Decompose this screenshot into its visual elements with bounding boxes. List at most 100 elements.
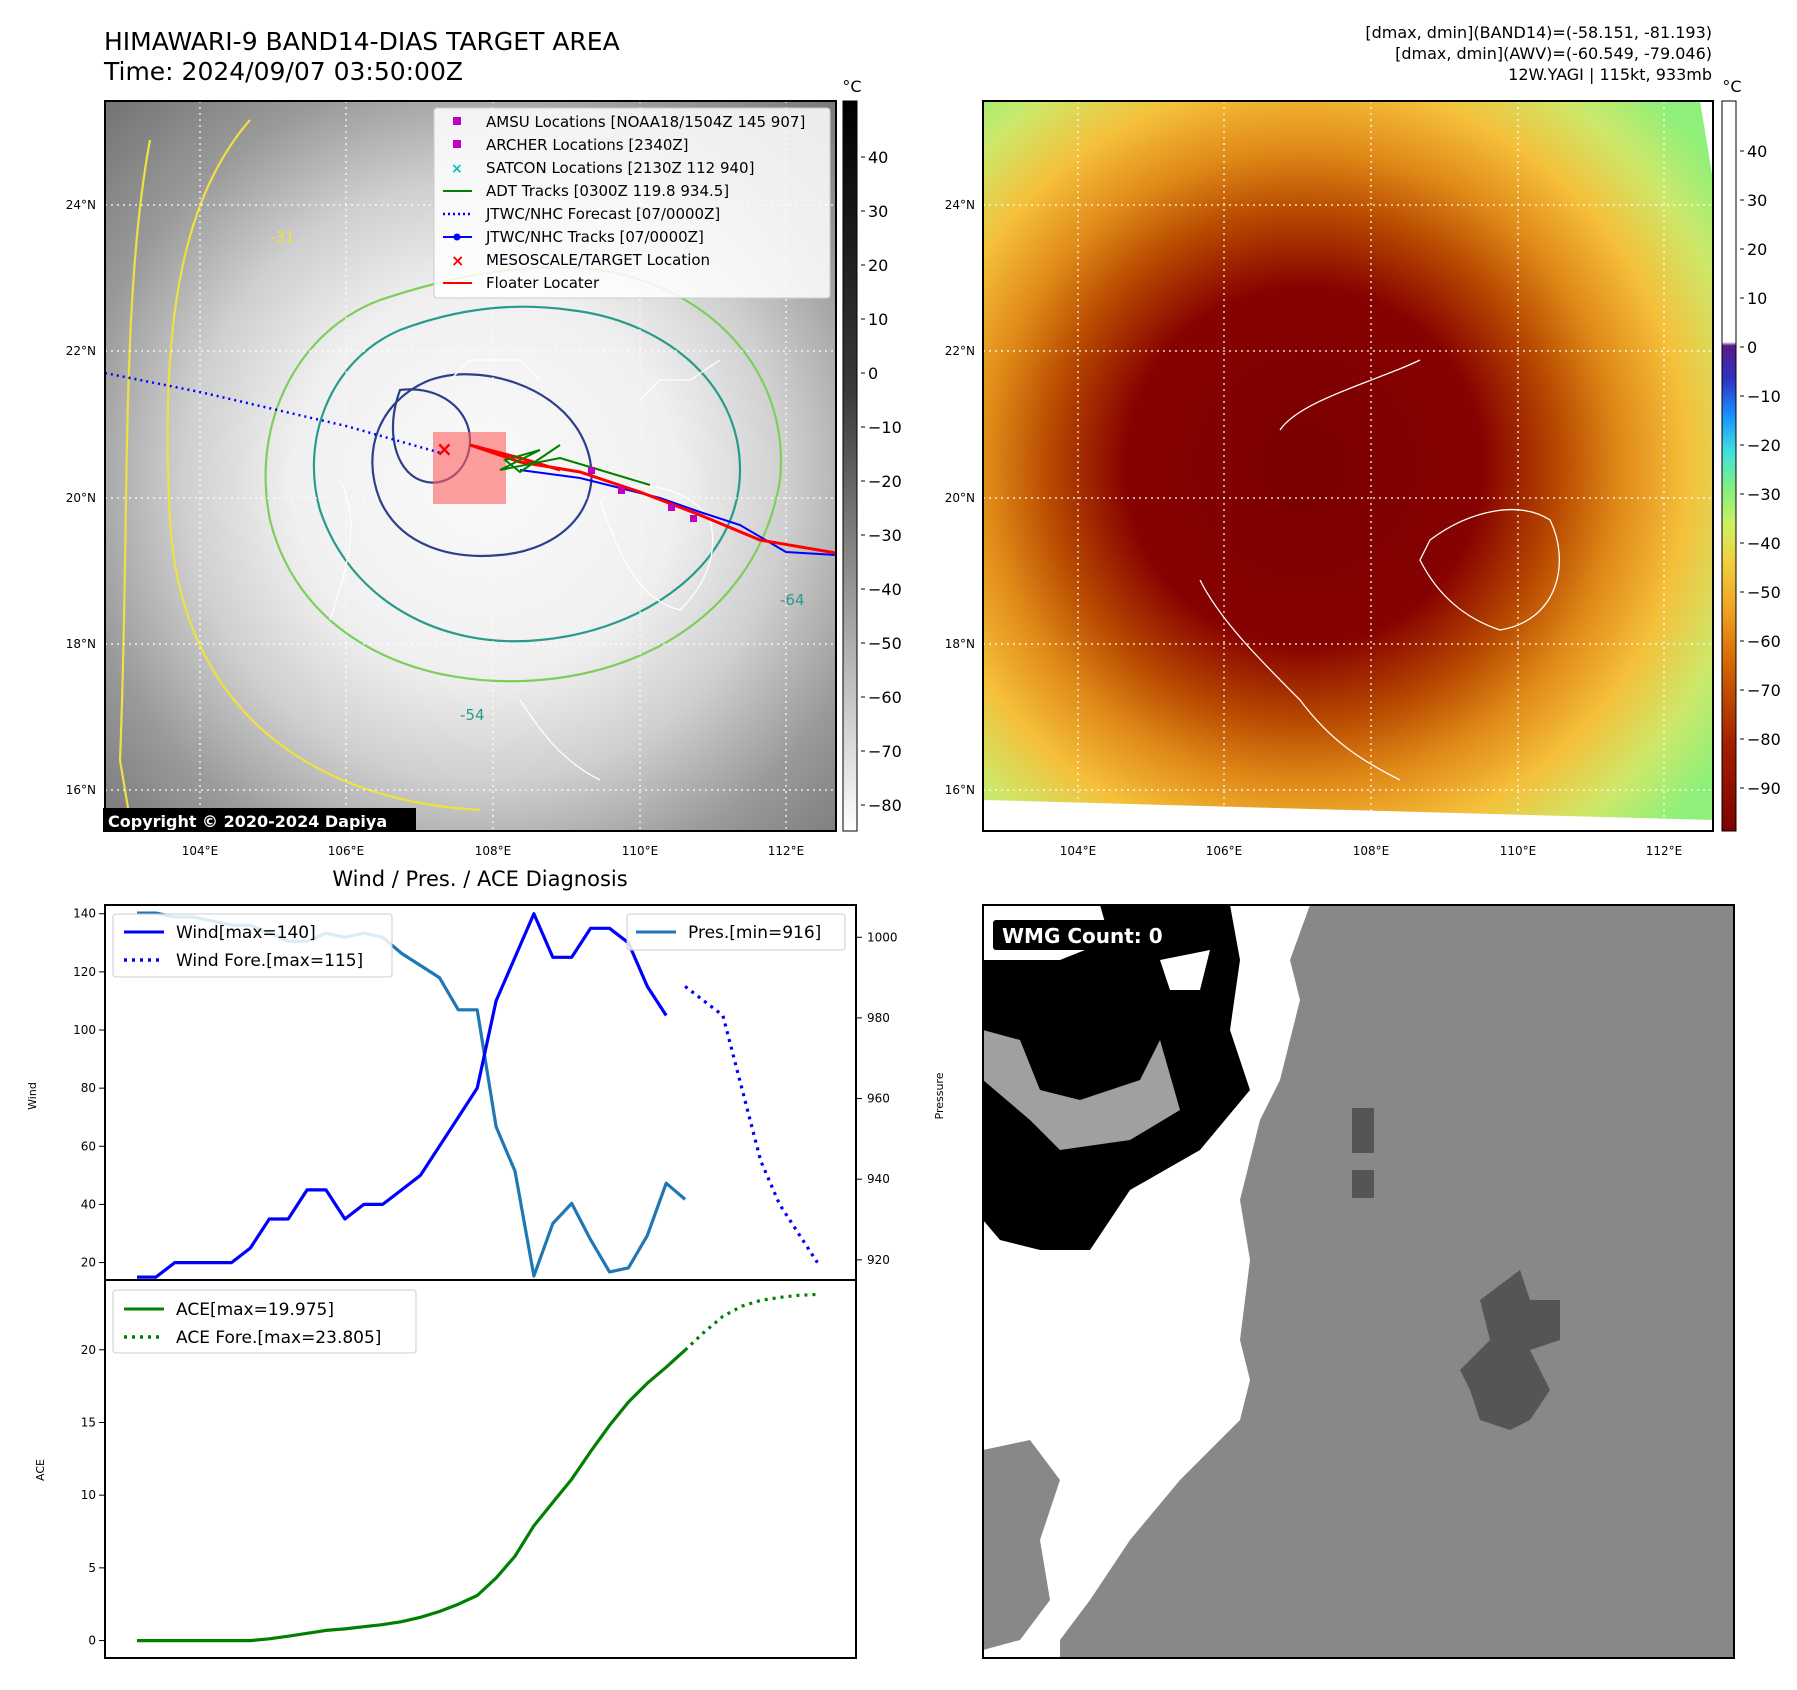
wmg-gray-region-left [983, 1440, 1060, 1650]
contour-yellow-outer [118, 119, 481, 821]
ir-lon-tick-104: 104°E [182, 844, 219, 858]
awv-colorbar-tick-label-0: 40 [1747, 142, 1767, 161]
jtwc-observed-track [519, 469, 837, 556]
pressure-axis-tick-label-2: 960 [867, 1092, 890, 1106]
wind-axis-tick-label-3: 80 [81, 1081, 96, 1095]
wmg-lightgray-region [983, 1030, 1180, 1150]
awv-colorbar-ticks: 40 30 20 10 0 −10 −20 −30 −40 −50 −60 −70 −80 −90 [1740, 142, 1781, 798]
awv-no-data-corner [1700, 101, 1713, 180]
awv-lon-tick-110: 110°E [1500, 844, 1537, 858]
wind-axis-tick-label-0: 20 [81, 1256, 96, 1270]
wind-axis-label: Wind [26, 1082, 39, 1110]
ace-axis-tick-label-0: 0 [88, 1634, 96, 1648]
awv-colorbar-tick-label-3: 10 [1747, 289, 1767, 308]
ace-plot-frame [104, 1279, 857, 1659]
awv-colorbar-tick-label-13: −90 [1747, 779, 1781, 798]
ace-y-ticks: 0 5 10 15 20 [81, 1343, 105, 1648]
wind-axis-tick-label-4: 100 [73, 1023, 96, 1037]
copyright-text: Copyright © 2020-2024 Dapiya [108, 812, 387, 831]
pressure-axis-label: Pressure [933, 1072, 946, 1119]
ir-colorbar-tick-label-7: −30 [868, 526, 902, 545]
awv-lon-tick-106: 106°E [1206, 844, 1243, 858]
awv-colorbar-tick-label-8: −40 [1747, 534, 1781, 553]
awv-lon-tick-104: 104°E [1060, 844, 1097, 858]
wmg-count-badge [993, 920, 1175, 950]
ir-coastline [329, 359, 721, 781]
ir-colorbar-tick-label-5: −10 [868, 418, 902, 437]
copyright-badge [103, 808, 416, 832]
awv-gridlines [983, 101, 1713, 831]
contour-label-1: -54 [460, 706, 485, 724]
contour-navy-eyewall [371, 373, 593, 557]
ir-colorbar-tick-label-3: 10 [868, 310, 888, 329]
ir-lon-tick-110: 110°E [622, 844, 659, 858]
awv-no-data-bottom [983, 800, 1713, 831]
legend-jtwc-tracks: JTWC/NHC Tracks [07/0000Z] [485, 228, 704, 246]
contour-label-0: -31 [270, 228, 295, 246]
wmg-panel: WMG Count: 0 [982, 904, 1735, 1659]
legend-jtwc-forecast: JTWC/NHC Forecast [07/0000Z] [485, 205, 720, 223]
ir-colorbar-tick-label-6: −20 [868, 472, 902, 491]
ir-lon-tick-106: 106°E [328, 844, 365, 858]
wind-axis-tick-label-2: 60 [81, 1139, 96, 1153]
wind-series-line [137, 912, 668, 1279]
ace-axis-tick-label-2: 10 [81, 1488, 96, 1502]
awv-map-panel [982, 100, 1714, 832]
figure-time: Time: 2024/09/07 03:50:00Z [103, 57, 463, 86]
ir-colorbar: °C [842, 77, 862, 832]
awv-colorbar-tick-label-5: −10 [1747, 387, 1781, 406]
ir-map-frame [104, 100, 837, 832]
amsu-markers [588, 467, 697, 522]
wmg-black-region [983, 905, 1250, 1250]
ir-colorbar-tick-label-0: 40 [868, 148, 888, 167]
ir-colorbar-ticks: 40 30 20 10 0 −10 −20 −30 −40 −50 −60 −70 −80 [861, 148, 902, 815]
ir-map-legend: AMSU Locations [NOAA18/1504Z 145 907] AR… [433, 107, 831, 299]
ir-colorbar-tick-label-10: −60 [868, 688, 902, 707]
wmg-count-label: WMG Count: 0 [1002, 924, 1163, 948]
ir-lat-tick-22: 22°N [66, 344, 96, 358]
ace-legend: ACE[max=19.975] ACE Fore.[max=23.805] [112, 1289, 417, 1354]
ir-lat-tick-20: 20°N [66, 491, 96, 505]
ir-lat-tick-16: 16°N [66, 783, 96, 797]
target-location-marker: × [436, 437, 453, 461]
awv-colorbar-tick-label-4: 0 [1747, 338, 1757, 357]
legend-satcon-swatch: × [451, 161, 463, 177]
ir-colorbar-tick-label-1: 30 [868, 202, 888, 221]
wmg-dark-cell-cluster [1460, 1270, 1560, 1430]
legend-adt: ADT Tracks [0300Z 119.8 934.5] [486, 182, 729, 200]
legend-wind-fore: Wind Fore.[max=115] [176, 951, 363, 971]
awv-lon-tick-112: 112°E [1646, 844, 1683, 858]
awv-colorbar-tick-label-1: 30 [1747, 191, 1767, 210]
awv-lon-tick-108: 108°E [1353, 844, 1390, 858]
legend-target: MESOSCALE/TARGET Location [486, 251, 710, 269]
ir-lat-tick-18: 18°N [66, 637, 96, 651]
figure-title: HIMAWARI-9 BAND14-DIAS TARGET AREA [104, 27, 620, 56]
legend-pres: Pres.[min=916] [688, 923, 821, 943]
ir-colorbar-tick-label-8: −40 [868, 580, 902, 599]
ace-axis-tick-label-4: 20 [81, 1343, 96, 1357]
awv-map-frame [982, 100, 1714, 832]
awv-colorbar-tick-label-12: −80 [1747, 730, 1781, 749]
awv-lat-tick-18: 18°N [945, 637, 975, 651]
diagnosis-series [137, 911, 819, 1643]
awv-lat-tick-20: 20°N [945, 491, 975, 505]
pressure-axis-tick-label-1: 940 [867, 1172, 890, 1186]
contour-teal [312, 305, 742, 643]
legend-ace: ACE[max=19.975] [176, 1300, 334, 1320]
floater-track [469, 443, 837, 555]
ir-lon-ticks: 104°E 106°E 108°E 110°E 112°E [182, 844, 805, 858]
legend-floater: Floater Locater [486, 274, 600, 292]
ir-colorbar-tick-label-12: −80 [868, 796, 902, 815]
ace-series-line [137, 1348, 687, 1643]
pressure-axis-tick-label-0: 920 [867, 1253, 890, 1267]
wmg-dark-cell-1 [1352, 1108, 1374, 1153]
awv-coastline [1199, 359, 1561, 781]
storm-info-label: 12W.YAGI | 115kt, 933mb [1508, 65, 1712, 84]
awv-colorbar-unit: °C [1722, 77, 1741, 96]
ace-forecast-series-line [684, 1292, 818, 1352]
pressure-axis-tick-label-4: 1000 [867, 930, 898, 944]
ir-lon-tick-112: 112°E [768, 844, 805, 858]
legend-amsu: AMSU Locations [NOAA18/1504Z 145 907] [486, 113, 805, 131]
ir-lat-ticks: 24°N 22°N 20°N 18°N 16°N [66, 198, 96, 797]
